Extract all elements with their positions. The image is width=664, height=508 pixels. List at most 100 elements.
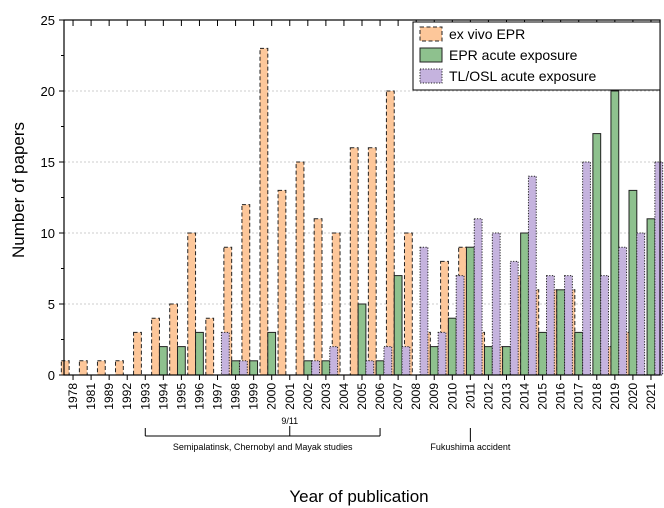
legend-label: ex vivo EPR	[449, 26, 525, 42]
bar-ex-vivo-epr	[259, 47, 269, 376]
bar-epr-acute-exposure	[176, 346, 186, 376]
bar-ex-vivo-epr	[78, 360, 88, 376]
bar-tl-osl-acute-exposure	[564, 275, 573, 376]
legend-box	[412, 21, 661, 91]
bar-ex-vivo-epr	[169, 303, 178, 376]
y-tick-label: 15	[41, 155, 55, 170]
bar-epr-acute-exposure	[610, 90, 620, 376]
bar-epr-acute-exposure	[195, 331, 204, 376]
bar-ex-vivo-epr	[187, 232, 197, 376]
bar-ex-vivo-epr	[313, 218, 323, 376]
x-tick-label: 2010	[445, 383, 459, 410]
x-tick-label: 1998	[229, 383, 243, 410]
legend-swatch	[419, 26, 443, 42]
bar-tl-osl-acute-exposure	[527, 175, 537, 376]
bar-tl-osl-acute-exposure	[401, 346, 411, 376]
bar-tl-osl-acute-exposure	[437, 331, 447, 376]
bar-ex-vivo-epr	[151, 317, 160, 376]
y-tick-label: 10	[41, 226, 55, 241]
bar-ex-vivo-epr	[349, 147, 359, 376]
x-tick-label: 1996	[192, 383, 206, 410]
x-tick-label: 2006	[373, 383, 387, 410]
x-tick-label: 2021	[644, 383, 658, 410]
bar-ex-vivo-epr	[403, 232, 413, 376]
bar-tl-osl-acute-exposure	[419, 246, 429, 376]
x-tick-label: 2001	[283, 383, 297, 410]
bar-epr-acute-exposure	[357, 303, 367, 376]
legend-label: TL/OSL acute exposure	[449, 68, 597, 84]
bar-epr-acute-exposure	[465, 246, 475, 376]
bar-epr-acute-exposure	[158, 346, 168, 376]
x-tick-label: 2003	[319, 383, 333, 410]
x-tick-label: 1999	[247, 383, 261, 410]
x-tick-label: 2012	[481, 383, 495, 410]
bar-ex-vivo-epr	[205, 317, 215, 376]
x-tick-label: 2002	[301, 383, 315, 410]
x-tick-label: 2007	[391, 383, 405, 410]
x-tick-label: 2015	[536, 383, 550, 410]
bar-tl-osl-acute-exposure	[491, 232, 501, 376]
bar-epr-acute-exposure	[429, 346, 439, 376]
x-tick-label: 2018	[590, 383, 604, 410]
x-tick-label: 1981	[84, 383, 98, 410]
bar-epr-acute-exposure	[267, 331, 277, 376]
bar-tl-osl-acute-exposure	[509, 260, 519, 376]
x-tick-label: 2008	[409, 383, 423, 410]
bar-tl-osl-acute-exposure	[365, 360, 375, 376]
bar-epr-acute-exposure	[231, 360, 240, 376]
bar-tl-osl-acute-exposure	[546, 275, 555, 376]
y-tick-label: 0	[48, 368, 55, 383]
x-tick-label: 2005	[355, 383, 369, 410]
bar-epr-acute-exposure	[628, 189, 638, 376]
x-tick-label: 2016	[554, 383, 568, 410]
bar-ex-vivo-epr	[60, 360, 70, 376]
bar-epr-acute-exposure	[502, 346, 511, 376]
x-tick-label: 2009	[427, 383, 441, 410]
bar-tl-osl-acute-exposure	[473, 218, 483, 376]
bar-epr-acute-exposure	[249, 360, 259, 376]
bar-tl-osl-acute-exposure	[618, 246, 628, 376]
bar-ex-vivo-epr	[385, 90, 395, 376]
bar-ex-vivo-epr	[331, 232, 341, 376]
bar-tl-osl-acute-exposure	[220, 331, 230, 376]
x-tick-label: 2020	[626, 383, 640, 410]
bar-ex-vivo-epr	[133, 331, 142, 376]
bar-epr-acute-exposure	[556, 289, 566, 376]
bar-ex-vivo-epr	[295, 161, 305, 376]
annotation-label: Semipalatinsk, Chernobyl and Mayak studi…	[173, 442, 353, 452]
legend-swatch	[419, 47, 443, 63]
bar-tl-osl-acute-exposure	[329, 346, 339, 376]
x-tick-label: 2017	[572, 383, 586, 410]
bar-tl-osl-acute-exposure	[311, 360, 321, 376]
legend-label: EPR acute exposure	[449, 47, 578, 63]
x-tick-label: 1994	[156, 383, 170, 410]
bar-epr-acute-exposure	[520, 232, 529, 376]
x-tick-label: 1997	[211, 383, 225, 410]
bar-tl-osl-acute-exposure	[582, 161, 591, 376]
annotation-label: 9/11	[281, 416, 298, 426]
bar-epr-acute-exposure	[447, 317, 457, 376]
legend-swatch	[419, 68, 443, 84]
x-tick-label: 1978	[66, 383, 80, 410]
bar-epr-acute-exposure	[592, 133, 602, 376]
bar-epr-acute-exposure	[375, 360, 385, 376]
y-tick-label: 5	[48, 297, 55, 312]
bar-epr-acute-exposure	[393, 275, 403, 376]
bar-ex-vivo-epr	[241, 204, 251, 376]
bar-epr-acute-exposure	[484, 346, 493, 376]
y-tick-label: 20	[41, 84, 55, 99]
bar-epr-acute-exposure	[538, 331, 548, 376]
bar-epr-acute-exposure	[303, 360, 313, 376]
x-tick-label: 2013	[499, 383, 513, 410]
bar-tl-osl-acute-exposure	[383, 346, 393, 376]
bar-tl-osl-acute-exposure	[600, 275, 609, 376]
bar-epr-acute-exposure	[646, 218, 656, 376]
bar-tl-osl-acute-exposure	[636, 232, 646, 376]
x-tick-label: 1995	[174, 383, 188, 410]
bar-ex-vivo-epr	[96, 360, 106, 376]
x-tick-label: 1992	[120, 383, 134, 410]
bar-ex-vivo-epr	[115, 360, 124, 376]
x-tick-label: 1989	[102, 383, 116, 410]
bar-epr-acute-exposure	[321, 360, 331, 376]
legend: ex vivo EPR EPR acute exposure TL/OSL acut…	[412, 21, 661, 91]
